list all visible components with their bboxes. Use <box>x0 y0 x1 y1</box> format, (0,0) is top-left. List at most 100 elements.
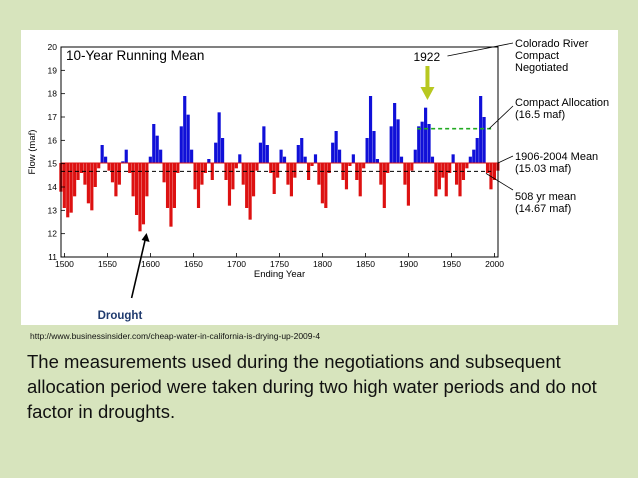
data-bar <box>472 149 476 163</box>
data-bar <box>117 162 121 185</box>
data-bar <box>420 121 424 163</box>
drought-arrow-head <box>141 233 150 242</box>
data-bar <box>365 138 369 163</box>
data-bar <box>276 162 280 178</box>
colorado-pointer <box>447 42 514 57</box>
flow-chart: 11 12 13 14 15 16 17 18 19 20 1500 1550 1600 1650 1700… <box>27 38 610 322</box>
data-bar <box>97 162 101 169</box>
508yr-pointer <box>485 173 514 191</box>
data-bar <box>214 142 218 163</box>
data-bar <box>296 145 300 163</box>
source-url[interactable]: http://www.businessinsider.com/cheap-wat… <box>30 331 321 341</box>
data-bar <box>427 124 431 163</box>
data-bar <box>162 162 166 183</box>
data-bar <box>434 162 438 197</box>
data-bar <box>468 156 472 163</box>
data-bar <box>348 162 352 166</box>
data-bar <box>200 162 204 185</box>
data-bar <box>482 117 486 163</box>
data-bar <box>265 145 269 163</box>
axes-group: 11 12 13 14 15 16 17 18 19 20 1500 1550 1600 1650 1700… <box>27 42 504 280</box>
data-bar <box>186 114 190 163</box>
data-bar <box>159 149 163 163</box>
data-bar <box>444 162 448 197</box>
data-bar <box>334 131 338 163</box>
data-bar <box>224 162 228 180</box>
mean-1906-note-line: 1906-2004 Mean <box>515 151 598 163</box>
data-bar <box>155 135 159 163</box>
data-bar <box>451 154 455 163</box>
data-bar <box>234 162 238 169</box>
y-tick-label: 14 <box>48 182 58 192</box>
data-bar <box>485 162 490 173</box>
data-bar <box>358 162 362 197</box>
data-bar <box>448 162 452 173</box>
data-bar <box>217 112 221 163</box>
y-tick-label: 17 <box>48 112 58 122</box>
data-bar <box>441 162 445 178</box>
colorado-compact-note-line: Compact <box>515 50 559 62</box>
data-bar <box>255 162 259 171</box>
data-bar <box>207 159 211 163</box>
y-tick-label: 15 <box>48 159 58 169</box>
mean-1906-pointer <box>497 155 514 164</box>
data-bar <box>196 162 201 208</box>
drought-arrow-line <box>130 237 147 299</box>
chart-title: 10-Year Running Mean <box>66 48 204 63</box>
colorado-compact-note-line: Colorado River <box>515 38 589 50</box>
data-bar <box>437 162 441 190</box>
data-bar <box>492 162 497 180</box>
data-bar <box>141 162 146 225</box>
data-bar <box>90 162 94 211</box>
data-bar <box>399 156 404 163</box>
data-bar <box>279 149 283 163</box>
data-bar <box>310 162 314 166</box>
y-tick-label: 20 <box>48 42 58 52</box>
data-bar <box>379 162 383 185</box>
data-bar <box>221 138 225 163</box>
data-bar <box>107 162 111 171</box>
data-bar <box>227 162 232 206</box>
data-bar <box>372 131 376 163</box>
data-bar <box>258 142 263 163</box>
data-bar <box>241 162 245 185</box>
data-bar <box>393 103 397 163</box>
data-bar <box>172 162 176 208</box>
data-bar <box>86 162 90 204</box>
reference-lines <box>61 127 492 172</box>
data-bar <box>413 149 417 163</box>
data-bar <box>368 96 373 163</box>
data-bar <box>262 126 266 163</box>
x-tick-label: 1700 <box>227 259 246 269</box>
data-bar <box>79 162 84 173</box>
data-bar <box>272 162 276 194</box>
y-tick-label: 12 <box>48 229 58 239</box>
data-bar <box>458 162 462 197</box>
508yr-note-line: (14.67 maf) <box>515 203 571 215</box>
data-bar <box>289 162 293 197</box>
data-bar <box>131 162 135 197</box>
data-bar <box>317 162 321 185</box>
data-bar <box>351 154 355 163</box>
data-bar <box>251 162 256 197</box>
data-bar <box>62 162 66 208</box>
chart-figure: 11 12 13 14 15 16 17 18 19 20 1500 1550 1600 1650 1700… <box>21 30 618 325</box>
x-tick-label: 1750 <box>270 259 289 269</box>
x-tick-label: 1550 <box>98 259 117 269</box>
508yr-note-line: 508 yr mean <box>515 191 576 203</box>
allocation-pointer <box>488 105 514 129</box>
year-marker-arrow-head <box>420 87 435 100</box>
data-bar <box>114 162 118 197</box>
data-bar <box>69 162 73 213</box>
data-bar <box>282 156 287 163</box>
data-bar <box>386 162 390 173</box>
data-bar <box>110 162 115 183</box>
data-bar <box>73 162 77 197</box>
data-bar <box>176 162 180 173</box>
data-bar <box>183 96 187 163</box>
data-bar <box>203 162 207 173</box>
data-bar <box>300 138 304 163</box>
data-bar <box>465 162 469 169</box>
data-bar <box>406 162 410 206</box>
